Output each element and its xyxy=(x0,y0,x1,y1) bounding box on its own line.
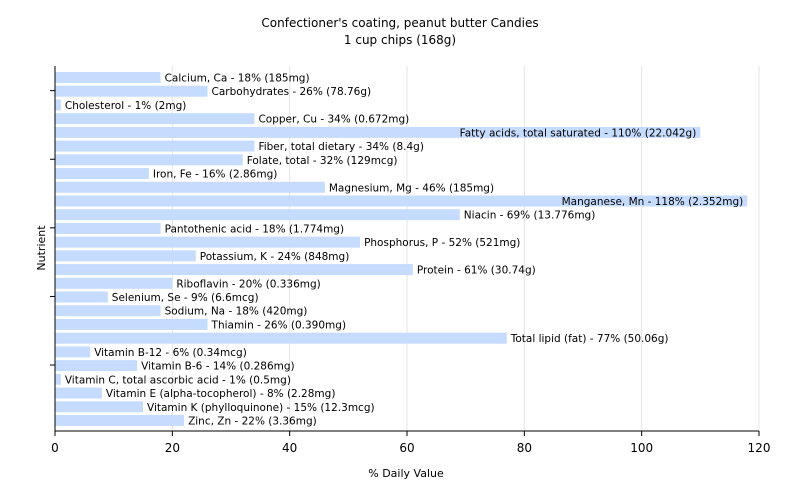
bar-label: Magnesium, Mg - 46% (185mg) xyxy=(329,182,494,194)
bar xyxy=(55,332,507,344)
bar xyxy=(55,346,91,358)
bar-label: Vitamin B-6 - 14% (0.286mg) xyxy=(141,361,295,373)
bar xyxy=(55,209,460,221)
bar xyxy=(55,236,361,248)
bar-label: Manganese, Mn - 118% (2.352mg) xyxy=(562,196,744,208)
bar-label: Protein - 61% (30.74g) xyxy=(417,265,536,277)
bar-label: Calcium, Ca - 18% (185mg) xyxy=(165,73,310,85)
bar xyxy=(55,126,701,138)
bar xyxy=(55,264,413,276)
chart-subtitle: 1 cup chips (168g) xyxy=(344,33,456,47)
bar-label: Selenium, Se - 9% (6.6mcg) xyxy=(112,292,259,304)
bar xyxy=(55,318,208,330)
x-tick-label: 100 xyxy=(630,441,653,455)
bar xyxy=(55,415,185,426)
bar-label: Vitamin B-12 - 6% (0.34mcg) xyxy=(94,347,247,359)
bar xyxy=(55,387,102,399)
bar xyxy=(55,99,61,111)
x-tick-label: 60 xyxy=(399,441,414,455)
bar-label: Copper, Cu - 34% (0.672mg) xyxy=(258,114,409,126)
x-tick-label: 80 xyxy=(517,441,532,455)
bar xyxy=(55,360,138,372)
bar xyxy=(55,305,161,317)
bar-label: Riboflavin - 20% (0.336mg) xyxy=(176,278,320,290)
bar-label: Pantothenic acid - 18% (1.774mg) xyxy=(165,223,344,235)
bar xyxy=(55,168,149,180)
bar xyxy=(55,154,243,166)
bar-label: Cholesterol - 1% (2mg) xyxy=(65,100,187,112)
bar-label: Potassium, K - 24% (848mg) xyxy=(200,251,350,263)
bar-label: Vitamin K (phylloquinone) - 15% (12.3mcg… xyxy=(147,402,375,414)
bar xyxy=(55,195,748,207)
bar-label: Fatty acids, total saturated - 110% (22.… xyxy=(460,127,697,139)
bar xyxy=(55,277,173,289)
bar xyxy=(55,401,143,413)
x-tick-label: 0 xyxy=(51,441,59,455)
chart-title: Confectioner's coating, peanut butter Ca… xyxy=(261,16,538,30)
bar xyxy=(55,85,208,97)
bar-label: Sodium, Na - 18% (420mg) xyxy=(165,306,308,318)
bar xyxy=(55,250,196,262)
bars-group: Calcium, Ca - 18% (185mg)Carbohydrates -… xyxy=(55,72,748,428)
x-tick-label: 40 xyxy=(282,441,297,455)
bar-label: Thiamin - 26% (0.390mg) xyxy=(211,319,347,331)
bar xyxy=(55,72,161,83)
x-axis-label: % Daily Value xyxy=(368,467,444,480)
bar xyxy=(55,291,108,303)
x-tick-label: 20 xyxy=(165,441,180,455)
bar-label: Vitamin C, total ascorbic acid - 1% (0.5… xyxy=(65,374,291,386)
y-axis-label: Nutrient xyxy=(35,225,48,271)
x-ticks: 0 20 40 60 80 100 120 xyxy=(51,431,770,455)
bar-label: Fiber, total dietary - 34% (8.4g) xyxy=(258,141,423,153)
bar-label: Niacin - 69% (13.776mg) xyxy=(464,210,596,222)
bar xyxy=(55,140,255,152)
bar-label: Total lipid (fat) - 77% (50.06g) xyxy=(510,333,669,345)
grid-lines xyxy=(171,66,760,431)
bar xyxy=(55,222,161,234)
x-tick-label: 120 xyxy=(748,441,771,455)
bar-label: Folate, total - 32% (129mcg) xyxy=(247,155,398,167)
bar xyxy=(55,373,61,385)
bar-label: Phosphorus, P - 52% (521mg) xyxy=(364,237,520,249)
bar xyxy=(55,113,255,125)
bar xyxy=(55,181,325,193)
bar-label: Zinc, Zn - 22% (3.36mg) xyxy=(188,416,317,428)
bar-label: Carbohydrates - 26% (78.76g) xyxy=(212,86,372,98)
bar-label: Vitamin E (alpha-tocopherol) - 8% (2.28m… xyxy=(106,388,336,400)
bar-label: Iron, Fe - 16% (2.86mg) xyxy=(153,169,277,181)
